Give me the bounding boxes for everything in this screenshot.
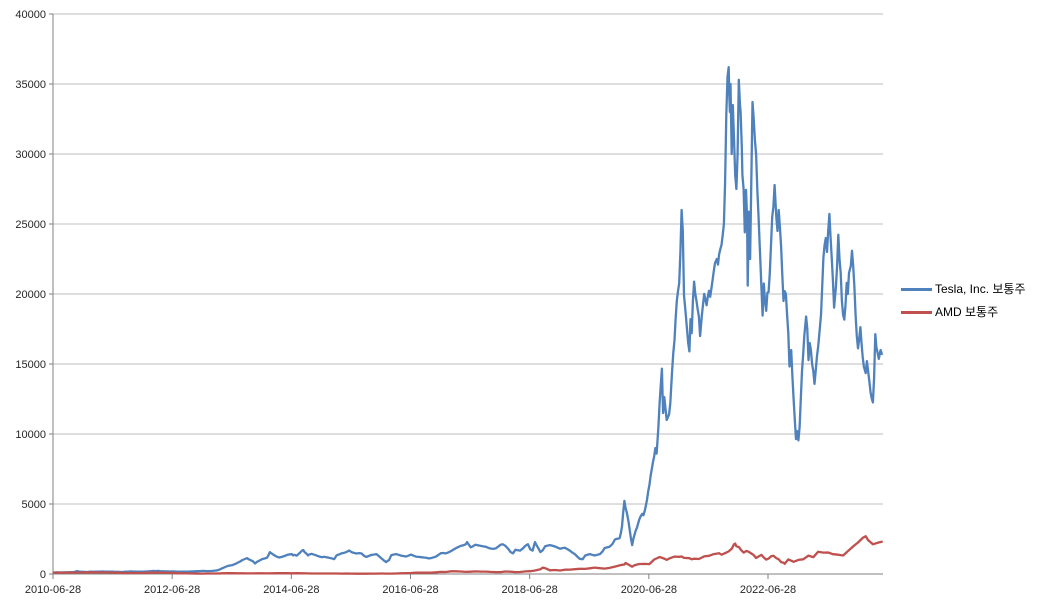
y-tick-label: 10000 bbox=[15, 429, 46, 441]
chart-legend: Tesla, Inc. 보통주 AMD 보통주 bbox=[901, 281, 1025, 320]
legend-item-amd[interactable]: AMD 보통주 bbox=[901, 304, 1025, 320]
y-tick-label: 40000 bbox=[15, 9, 46, 21]
y-tick-label: 25000 bbox=[15, 219, 46, 231]
x-tick-label: 2016-06-28 bbox=[382, 584, 438, 596]
x-tick-label: 2012-06-28 bbox=[144, 584, 200, 596]
y-tick-label: 20000 bbox=[15, 289, 46, 301]
x-tick-label: 2010-06-28 bbox=[25, 584, 81, 596]
x-tick-label: 2022-06-28 bbox=[740, 584, 796, 596]
x-tick-label: 2014-06-28 bbox=[263, 584, 319, 596]
y-tick-label: 30000 bbox=[15, 149, 46, 161]
amd-line-swatch bbox=[901, 310, 932, 314]
series-line-amd[interactable] bbox=[52, 535, 883, 575]
y-tick-label: 35000 bbox=[15, 79, 46, 91]
tesla-line-swatch bbox=[901, 287, 932, 291]
y-tick-label: 15000 bbox=[15, 359, 46, 371]
y-tick-label: 0 bbox=[40, 569, 46, 581]
y-tick-label: 5000 bbox=[22, 499, 46, 511]
legend-label-amd: AMD 보통주 bbox=[935, 305, 999, 319]
series-line-tesla[interactable] bbox=[52, 66, 883, 574]
legend-item-tesla[interactable]: Tesla, Inc. 보통주 bbox=[901, 281, 1025, 297]
x-tick-label: 2020-06-28 bbox=[621, 584, 677, 596]
legend-label-tesla: Tesla, Inc. 보통주 bbox=[935, 282, 1026, 296]
x-tick-label: 2018-06-28 bbox=[502, 584, 558, 596]
